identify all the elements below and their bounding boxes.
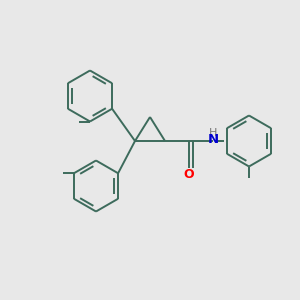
- Text: H: H: [209, 128, 217, 138]
- Text: N: N: [207, 133, 219, 146]
- Text: O: O: [184, 168, 194, 181]
